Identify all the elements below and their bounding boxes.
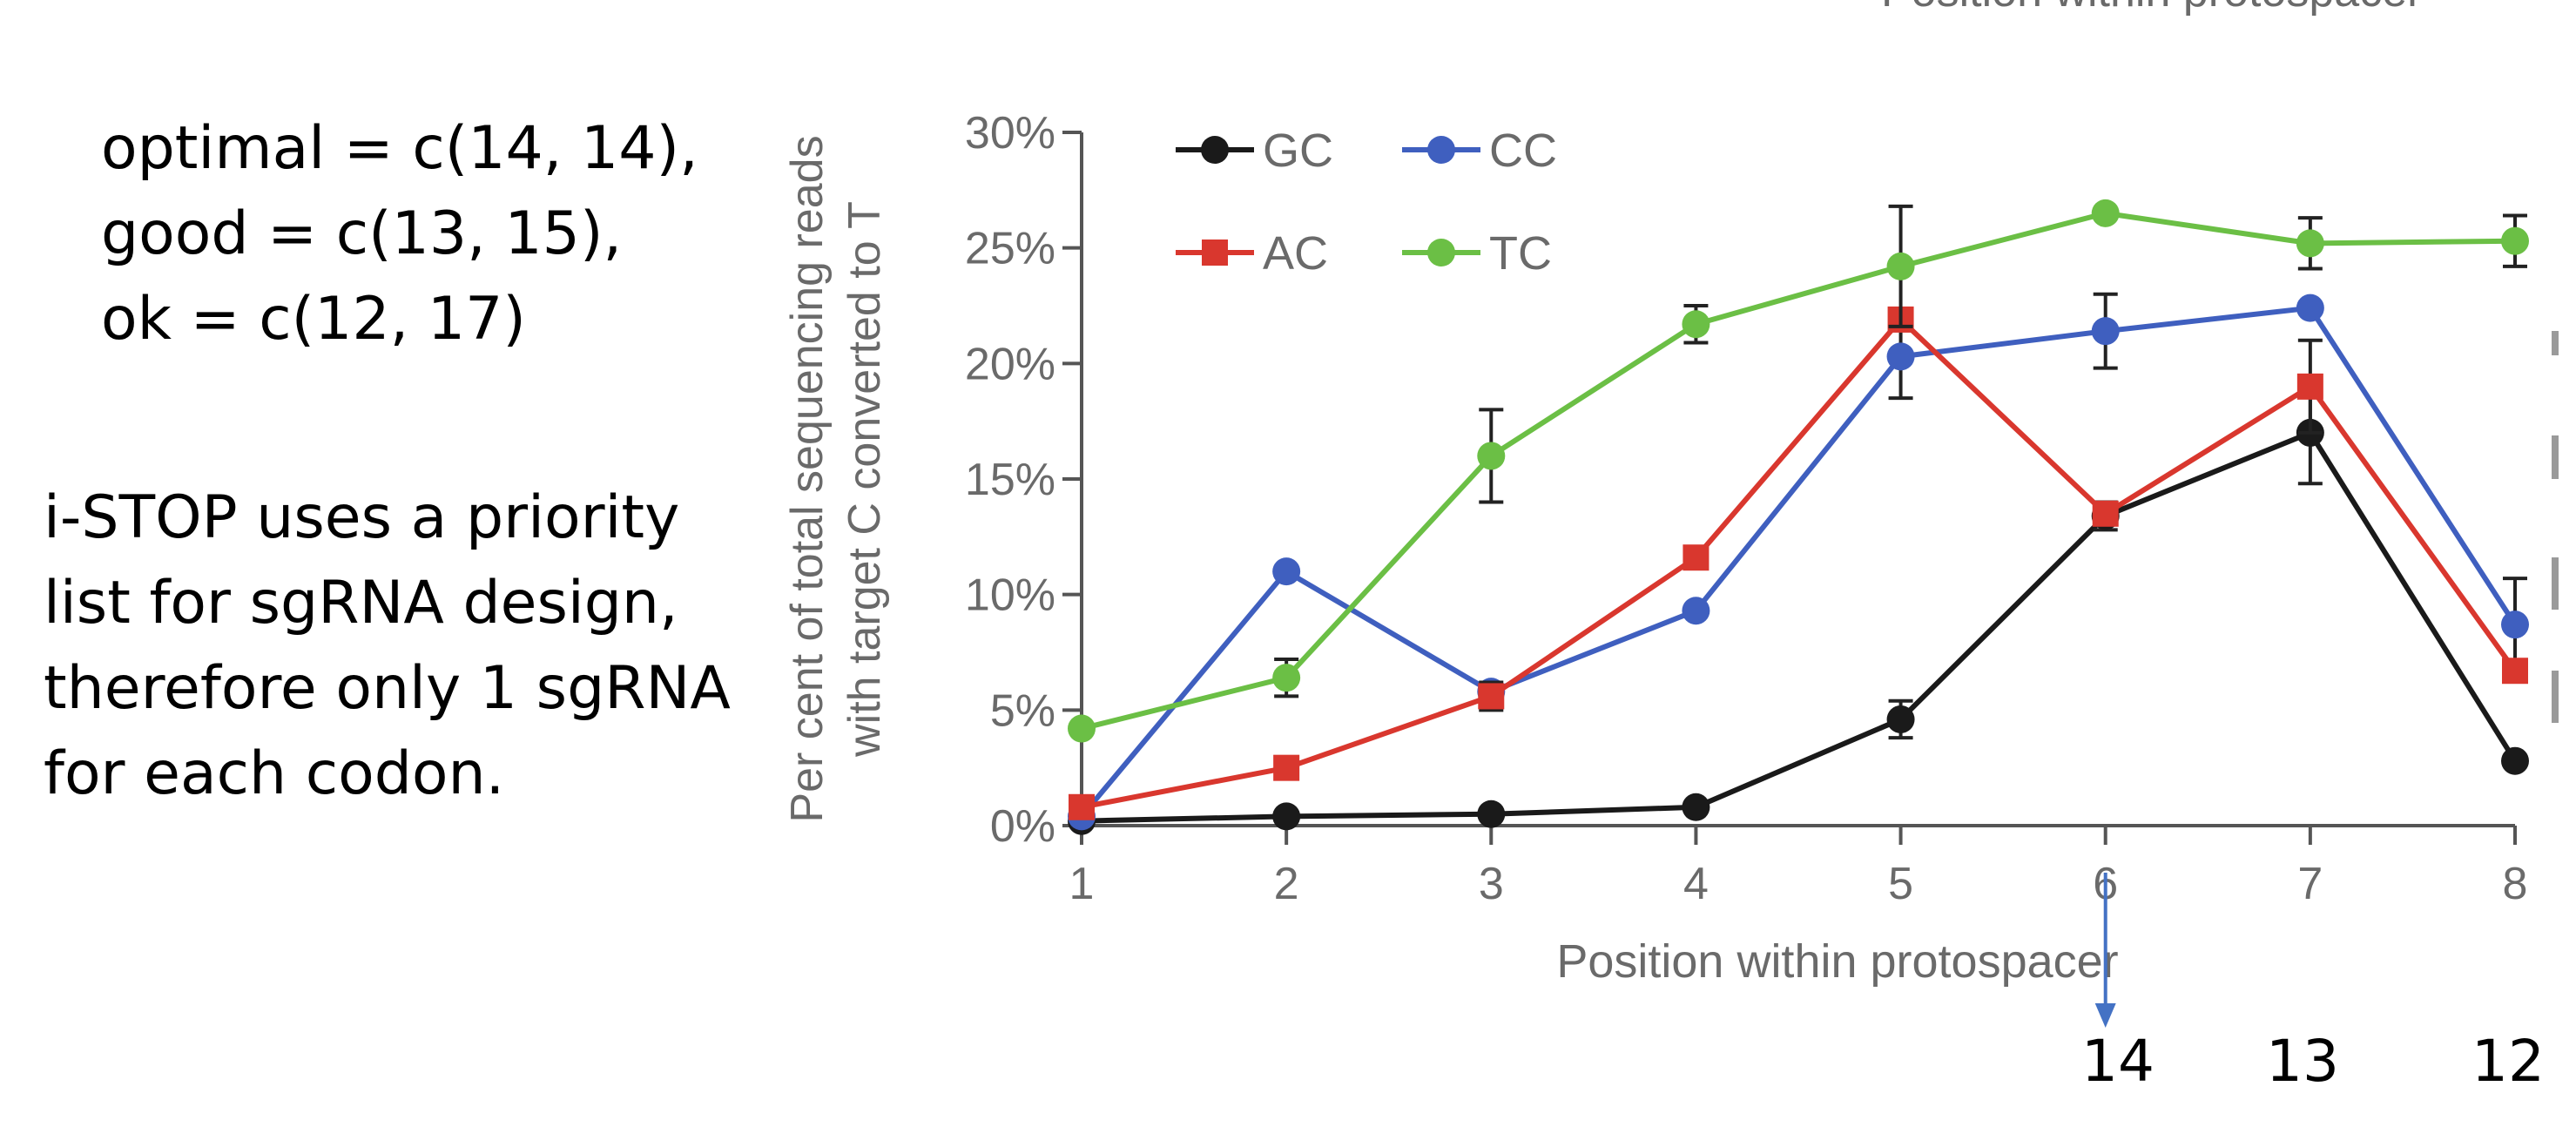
data-point-ac bbox=[1682, 544, 1709, 571]
y-tick-label: 5% bbox=[990, 685, 1055, 736]
y-tick-label: 0% bbox=[990, 801, 1055, 852]
note-line: therefore only 1 sgRNA bbox=[44, 654, 731, 723]
legend-marker bbox=[1201, 136, 1229, 164]
x-tick-label: 2 bbox=[1274, 859, 1299, 909]
cropped-edge-mark bbox=[2552, 435, 2559, 479]
data-point-ac bbox=[2296, 373, 2323, 400]
data-point-tc bbox=[1477, 442, 1506, 470]
data-point-gc bbox=[2501, 746, 2529, 775]
note-line: list for sgRNA design, bbox=[44, 569, 678, 638]
data-point-cc bbox=[1272, 557, 1301, 586]
data-point-gc bbox=[1886, 705, 1915, 733]
position-label-13: 13 bbox=[2266, 1028, 2339, 1095]
series-line-cc bbox=[1079, 305, 2518, 819]
y-tick-label: 30% bbox=[965, 108, 1055, 159]
data-point-tc bbox=[1886, 252, 1915, 280]
y-tick-label: 15% bbox=[965, 455, 1055, 505]
data-point-cc bbox=[2501, 611, 2529, 639]
x-tick-label: 4 bbox=[1683, 859, 1709, 909]
data-point-ac bbox=[2092, 500, 2119, 527]
x-tick-label: 8 bbox=[2503, 859, 2528, 909]
y-axis-title: Per cent of total sequencing reads bbox=[782, 135, 833, 822]
data-point-tc bbox=[1272, 664, 1301, 692]
data-point-gc bbox=[1682, 793, 1710, 821]
priority-notes: i-STOP uses a priority list for sgRNA de… bbox=[44, 476, 731, 817]
note-line: good = c(13, 15), bbox=[101, 199, 623, 268]
y-axis-title: with target C converted to T bbox=[840, 201, 890, 758]
y-tick-label: 10% bbox=[965, 570, 1055, 621]
data-point-ac bbox=[2502, 658, 2528, 685]
legend-label: GC bbox=[1263, 125, 1333, 177]
data-point-gc bbox=[1272, 802, 1301, 831]
data-point-gc bbox=[1477, 800, 1506, 828]
series-line-gc bbox=[1081, 429, 2518, 824]
data-point-tc bbox=[2296, 229, 2324, 258]
data-point-cc bbox=[1886, 342, 1915, 371]
data-point-ac bbox=[1069, 793, 1095, 820]
annotation-arrow-head bbox=[2094, 1003, 2116, 1028]
data-point-ac bbox=[1273, 754, 1300, 781]
legend-label: AC bbox=[1263, 227, 1328, 280]
series-line-tc bbox=[1081, 210, 2516, 732]
legend-marker bbox=[1427, 136, 1455, 164]
data-point-cc bbox=[2296, 293, 2324, 322]
code-notes: optimal = c(14, 14), good = c(13, 15), o… bbox=[101, 106, 698, 362]
cropped-edge-mark bbox=[2552, 557, 2559, 610]
data-point-tc bbox=[2501, 226, 2529, 255]
cropped-edge-mark bbox=[2552, 331, 2559, 355]
y-tick-label: 20% bbox=[965, 339, 1055, 389]
x-tick-label: 1 bbox=[1069, 859, 1095, 909]
data-point-cc bbox=[1682, 597, 1710, 625]
legend-marker bbox=[1202, 240, 1228, 266]
x-axis-title: Position within protospacer bbox=[1556, 935, 2118, 988]
legend-label: TC bbox=[1489, 227, 1552, 280]
legend-marker bbox=[1427, 239, 1455, 267]
note-line: optimal = c(14, 14), bbox=[101, 114, 698, 183]
x-tick-label: 3 bbox=[1479, 859, 1504, 909]
cropped-axis-title: Position within protospacer bbox=[1881, 0, 2422, 17]
series-line-ac bbox=[1081, 315, 2518, 810]
x-tick-label: 5 bbox=[1888, 859, 1913, 909]
y-tick-label: 25% bbox=[965, 224, 1055, 274]
cropped-edge-mark bbox=[2552, 671, 2559, 723]
position-label-14: 14 bbox=[2081, 1028, 2155, 1095]
data-point-tc bbox=[2091, 199, 2120, 227]
note-line: ok = c(12, 17) bbox=[101, 285, 526, 354]
x-tick-label: 7 bbox=[2297, 859, 2323, 909]
position-label-12: 12 bbox=[2471, 1028, 2545, 1095]
legend-label: CC bbox=[1489, 125, 1557, 177]
note-line: for each codon. bbox=[44, 739, 505, 808]
data-point-tc bbox=[1068, 714, 1096, 743]
data-point-tc bbox=[1682, 310, 1710, 339]
note-line: i-STOP uses a priority bbox=[44, 483, 680, 552]
data-point-ac bbox=[1478, 683, 1505, 710]
data-point-cc bbox=[2091, 317, 2120, 346]
